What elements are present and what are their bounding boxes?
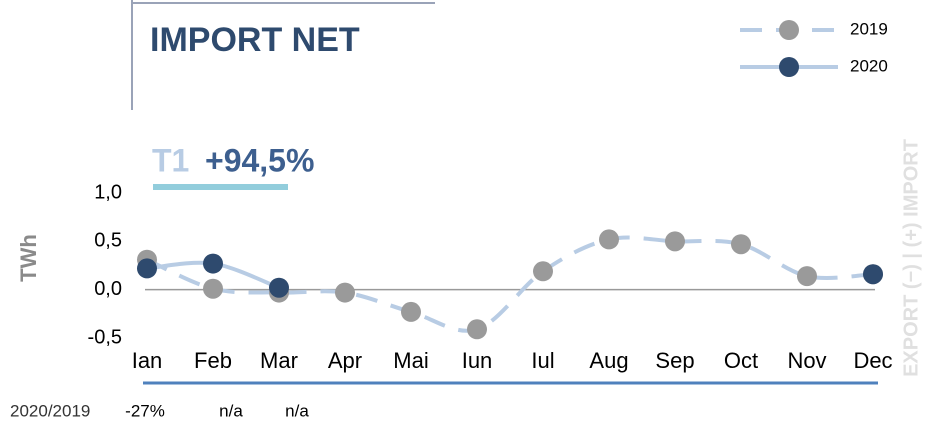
data-point — [533, 261, 553, 282]
x-tick-label: Mai — [393, 348, 428, 373]
x-tick-label: Aug — [589, 348, 628, 373]
x-tick-label: Oct — [724, 348, 758, 373]
data-point — [863, 264, 883, 285]
legend-marker — [779, 20, 799, 40]
x-tick-label: Apr — [328, 348, 362, 373]
series-line — [146, 235, 874, 333]
data-point — [797, 266, 817, 287]
data-point — [335, 282, 355, 303]
ratio-value: n/a — [285, 401, 309, 420]
data-point — [665, 231, 685, 252]
data-point — [401, 301, 421, 322]
kpi-underline — [153, 184, 288, 190]
x-tick-label: Ian — [132, 348, 163, 373]
y-tick-label: -0,5 — [88, 326, 122, 348]
y-tick-label: 0,5 — [94, 230, 122, 252]
legend-marker — [779, 57, 799, 77]
x-tick-label: Feb — [194, 348, 232, 373]
x-tick-label: Dec — [853, 348, 892, 373]
data-point — [203, 278, 223, 299]
y-tick-label: 0,0 — [94, 278, 122, 300]
chart-title: IMPORT NET — [150, 21, 360, 59]
data-point — [203, 253, 223, 274]
x-tick-label: Mar — [260, 348, 298, 373]
y-axis-label: TWh — [16, 234, 41, 282]
data-point — [731, 234, 751, 255]
data-point — [269, 277, 289, 298]
legend-label: 2019 — [850, 19, 888, 38]
kpi-value: +94,5% — [205, 142, 314, 178]
y-tick-label: 1,0 — [94, 181, 122, 203]
ratio-value: n/a — [219, 401, 243, 420]
x-tick-label: Sep — [655, 348, 694, 373]
ratio-value: -27% — [125, 401, 165, 420]
ratio-label: 2020/2019 — [10, 401, 90, 420]
data-point — [137, 258, 157, 279]
side-label: EXPORT (−) | (+) IMPORT — [900, 139, 922, 377]
data-point — [599, 229, 619, 250]
x-tick-label: Iul — [531, 348, 554, 373]
kpi-label: T1 — [152, 142, 189, 178]
x-tick-label: Nov — [787, 348, 826, 373]
data-point — [467, 319, 487, 340]
legend-label: 2020 — [850, 56, 888, 75]
x-tick-label: Iun — [462, 348, 493, 373]
